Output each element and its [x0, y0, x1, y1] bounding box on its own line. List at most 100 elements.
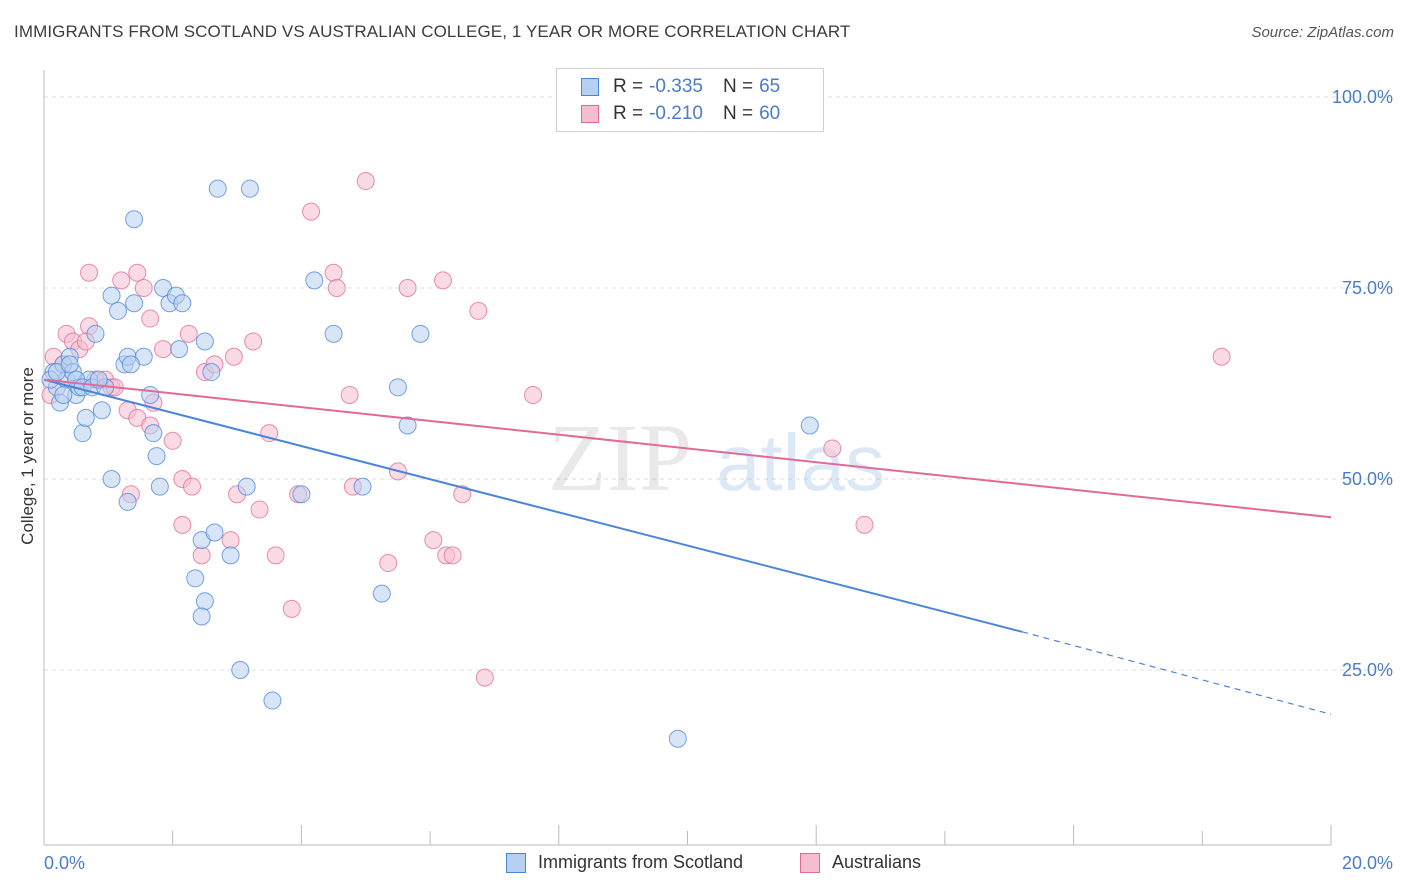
scotland-point: [208, 179, 227, 198]
scotland-point: [237, 477, 256, 496]
scotland-point: [170, 340, 189, 359]
scotland-trend-extension: [1021, 631, 1332, 715]
y-axis-label: College, 1 year or more: [18, 367, 37, 545]
y-tick-label: 25.0%: [1342, 660, 1393, 680]
legend-row-scotland: R = -0.335 N = 65: [581, 74, 780, 100]
scotland-trend-line: [43, 378, 1023, 633]
legend-row-australians: R = -0.210 N = 60: [581, 101, 780, 127]
australians-point: [524, 385, 543, 404]
legend-swatch-pink: [800, 852, 820, 873]
scotland-point: [292, 485, 311, 504]
scotland-point: [388, 378, 407, 397]
australians-point: [855, 515, 874, 534]
australians-point: [244, 332, 263, 351]
australians-point: [302, 202, 321, 221]
australians-point: [179, 324, 198, 343]
australians-point: [266, 546, 285, 565]
scotland-point: [324, 324, 343, 343]
australians-point: [134, 279, 153, 297]
y-tick-label: 100.0%: [1332, 87, 1393, 107]
x-tick-label: 0.0%: [44, 853, 85, 873]
australians-point: [163, 431, 182, 450]
x-tick-label: 20.0%: [1342, 853, 1393, 873]
scotland-point: [54, 385, 73, 404]
series-legend: Immigrants from Scotland Australians: [0, 852, 1406, 876]
legend-label: Immigrants from Scotland: [538, 852, 744, 872]
watermark-zip: ZIP: [548, 404, 692, 511]
scotland-point: [92, 401, 111, 420]
scotland-point: [195, 592, 214, 611]
scotland-point: [186, 569, 205, 588]
tick-labels: 100.0% 75.0% 50.0% 25.0% 0.0% 20.0%: [44, 87, 1393, 873]
legend-r-value: -0.335: [649, 76, 703, 97]
scotland-point: [109, 301, 128, 320]
legend-r-value: -0.210: [649, 103, 703, 124]
scotland-point: [76, 408, 95, 427]
scotland-point: [305, 271, 324, 290]
legend-swatch-pink: [581, 105, 599, 123]
australians-point: [340, 385, 359, 404]
legend-r-label: R =: [613, 103, 644, 124]
australians-point: [398, 279, 417, 297]
scotland-point: [102, 470, 121, 488]
trend-lines: [43, 378, 1332, 715]
axes: [43, 70, 1332, 846]
scotland-point: [221, 546, 240, 565]
scotland-point: [205, 523, 224, 542]
y-tick-label: 50.0%: [1342, 469, 1393, 489]
australians-point: [128, 263, 147, 282]
legend-item-australians: Australians: [800, 852, 921, 873]
legend-r-label: R =: [613, 76, 644, 97]
watermark-atlas: atlas: [716, 418, 885, 507]
australians-point: [1212, 347, 1231, 366]
australians-point: [443, 546, 462, 565]
watermark: ZIP atlas: [548, 404, 885, 511]
legend-n-value: 60: [759, 103, 781, 124]
australians-point: [433, 271, 452, 290]
australians-point: [379, 554, 398, 573]
scotland-point: [668, 729, 687, 748]
australians-point: [453, 485, 472, 504]
scotland-point: [60, 355, 79, 374]
australians-point: [356, 172, 375, 191]
chart-title: IMMIGRANTS FROM SCOTLAND VS AUSTRALIAN C…: [14, 22, 851, 41]
australians-point: [324, 263, 343, 282]
stats-legend: R = -0.335 N = 65 R = -0.210 N = 60: [556, 68, 824, 132]
scotland-point: [144, 424, 163, 443]
australians-point: [424, 531, 443, 550]
legend-item-scotland: Immigrants from Scotland: [506, 852, 743, 873]
scotland-point: [125, 210, 144, 229]
australians-point: [823, 439, 842, 458]
australians-point: [250, 500, 269, 519]
scotland-point: [372, 584, 391, 603]
scotland-point: [800, 416, 819, 435]
australians-point: [282, 599, 301, 618]
scotland-point: [353, 477, 372, 496]
australians-point: [112, 271, 131, 290]
australians-point: [475, 668, 494, 687]
scotland-point: [118, 492, 137, 511]
scotland-point: [398, 416, 417, 435]
scotland-point: [411, 324, 430, 343]
scotland-point: [195, 332, 214, 351]
scotland-point: [202, 363, 221, 382]
australians-point: [327, 279, 346, 297]
australians-point: [154, 340, 173, 359]
legend-swatch-blue: [581, 78, 599, 96]
scotland-point: [263, 691, 282, 710]
scotland-point: [231, 661, 250, 679]
australians-point: [469, 301, 488, 320]
scotland-point: [73, 424, 92, 443]
scotland-point: [125, 294, 144, 313]
legend-swatch-blue: [506, 852, 526, 873]
scotland-point: [121, 355, 140, 374]
australians-point: [221, 531, 240, 550]
legend-n-value: 65: [759, 76, 781, 97]
australians-trend-line: [43, 378, 1332, 519]
scotland-point: [86, 324, 105, 343]
legend-n-label: N =: [722, 76, 754, 97]
scotland-point: [240, 179, 259, 198]
y-tick-label: 75.0%: [1342, 278, 1393, 298]
scotland-point: [89, 370, 108, 389]
